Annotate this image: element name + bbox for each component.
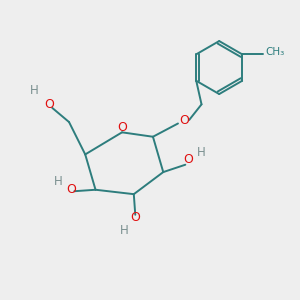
Text: O: O bbox=[183, 153, 193, 166]
Text: H: H bbox=[30, 84, 39, 97]
Text: H: H bbox=[120, 224, 128, 238]
Text: H: H bbox=[53, 175, 62, 188]
Text: O: O bbox=[44, 98, 54, 111]
Text: O: O bbox=[117, 121, 127, 134]
Text: O: O bbox=[66, 183, 76, 196]
Text: O: O bbox=[179, 114, 189, 127]
Text: CH₃: CH₃ bbox=[265, 47, 284, 57]
Text: H: H bbox=[196, 146, 205, 159]
Text: O: O bbox=[130, 211, 140, 224]
